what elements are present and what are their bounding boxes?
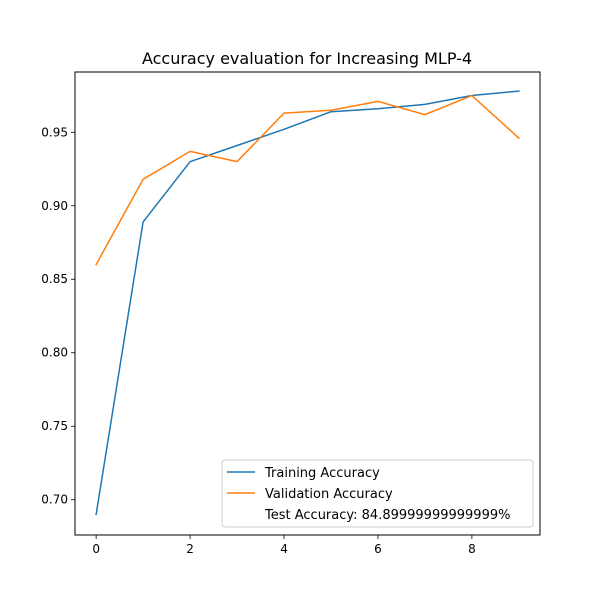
legend-box xyxy=(221,459,534,528)
plot-area: 0 2 4 6 8 0.70 0.75 0.80 0.85 0.90 0.95 xyxy=(41,90,520,556)
x-tick-label: 4 xyxy=(280,542,288,556)
chart-title: Accuracy evaluation for Increasing MLP-4 xyxy=(142,49,472,68)
y-tick-label: 0.80 xyxy=(41,346,68,360)
y-tick-label: 0.85 xyxy=(41,272,68,286)
y-tick-label: 0.95 xyxy=(41,125,68,139)
y-tick-label: 0.90 xyxy=(41,199,68,213)
axes-frame xyxy=(74,71,541,536)
legend-label-training: Training Accuracy xyxy=(264,466,380,481)
x-tick-label: 0 xyxy=(92,542,100,556)
x-tick-label: 2 xyxy=(186,542,194,556)
y-tick-label: 0.70 xyxy=(41,493,68,507)
series-line-training xyxy=(95,90,520,516)
legend-label-validation: Validation Accuracy xyxy=(265,487,393,502)
x-tick-label: 8 xyxy=(468,542,476,556)
y-tick-label: 0.75 xyxy=(41,419,68,433)
legend-label-test-accuracy: Test Accuracy: 84.89999999999999% xyxy=(264,508,510,523)
x-tick-label: 6 xyxy=(374,542,382,556)
legend: Training Accuracy Validation Accuracy Te… xyxy=(221,459,534,528)
series-line-validation xyxy=(95,94,520,266)
